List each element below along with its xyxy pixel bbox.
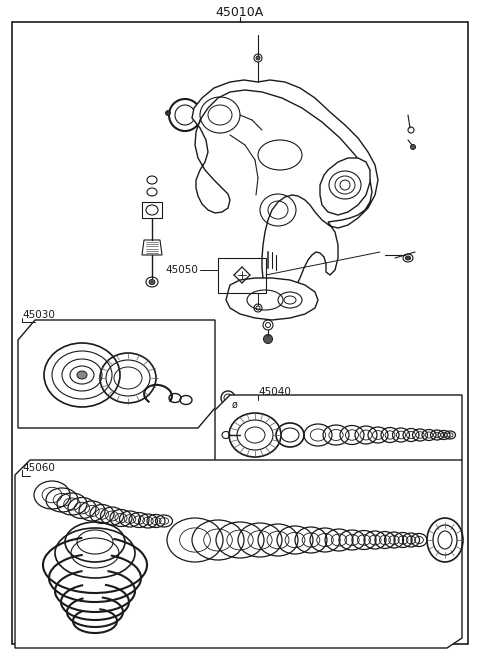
Text: 45060: 45060 [22, 463, 55, 473]
Polygon shape [192, 80, 378, 294]
Text: 45050: 45050 [165, 265, 198, 275]
Text: ø: ø [232, 400, 238, 410]
Polygon shape [15, 460, 462, 648]
Polygon shape [18, 320, 215, 428]
Ellipse shape [77, 371, 87, 379]
Ellipse shape [256, 56, 260, 60]
Ellipse shape [410, 144, 416, 150]
Polygon shape [215, 395, 462, 475]
Text: 45040: 45040 [258, 387, 291, 397]
Ellipse shape [149, 279, 155, 285]
Ellipse shape [166, 110, 170, 115]
Bar [218, 258, 266, 293]
Ellipse shape [264, 335, 273, 344]
Text: 45030: 45030 [22, 310, 55, 320]
Ellipse shape [406, 256, 410, 260]
Polygon shape [226, 278, 318, 320]
Polygon shape [320, 158, 370, 215]
Text: 45010A: 45010A [216, 7, 264, 20]
